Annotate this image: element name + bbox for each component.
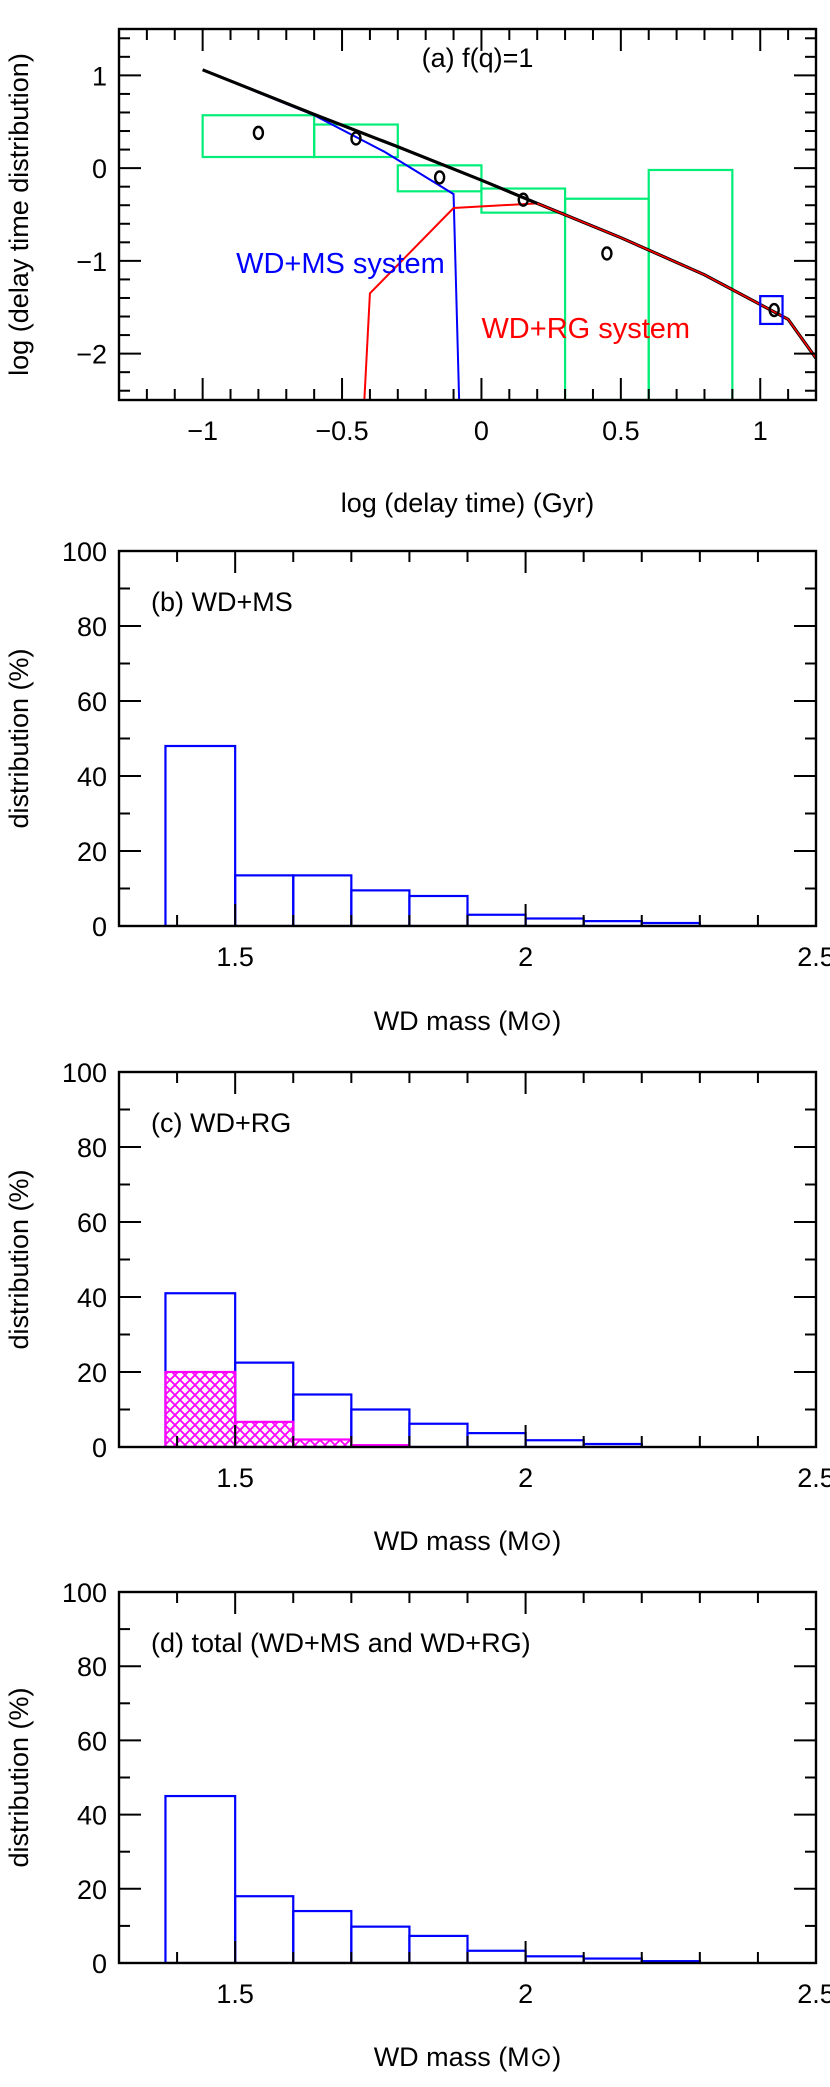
y-tick-label: −2 (76, 340, 107, 370)
x-tick-label: 0.5 (602, 416, 640, 446)
y-tick-label: 100 (62, 1058, 107, 1088)
observation-box (201, 114, 316, 159)
histogram-bar (408, 1422, 469, 1447)
observation-box (647, 168, 734, 400)
histogram-bar (234, 874, 295, 926)
y-tick-label: 0 (92, 912, 107, 942)
y-tick-label: 0 (92, 154, 107, 184)
panel-label: (d) total (WD+MS and WD+RG) (151, 1628, 531, 1658)
y-axis-label: distribution (%) (4, 1169, 34, 1349)
wd-ms-annotation: WD+MS system (236, 248, 445, 280)
panel-label: (b) WD+MS (151, 587, 293, 617)
y-axis-label: log (delay time distribution) (4, 53, 34, 376)
observation-point (601, 246, 613, 261)
y-tick-label: 60 (77, 1208, 107, 1238)
x-axis-label: WD mass (M⊙) (374, 1006, 562, 1036)
wd-rg-line-overlay (536, 202, 816, 359)
y-tick-label: 20 (77, 837, 107, 867)
x-tick-label: 1.5 (216, 1463, 254, 1493)
y-tick-label: 100 (62, 1578, 107, 1608)
observation-point (517, 192, 529, 207)
y-tick-label: 0 (92, 1433, 107, 1463)
histogram-bar (350, 889, 411, 926)
histogram-bar (292, 1909, 353, 1963)
x-tick-label: 1.5 (216, 942, 254, 972)
panel-a: WD+MS system WD+RG system −1 −0.5 0 0.5 1 1 0 −1 −… (4, 27, 818, 518)
x-tick-label: 2 (518, 942, 533, 972)
panel-d: 1.5 2 2.5 0 20 40 60 80 100 WD mass (M⊙) distribut… (4, 1578, 830, 2072)
histogram-bar (466, 1949, 527, 1963)
y-tick-label: 20 (77, 1358, 107, 1388)
observation-point (433, 170, 446, 185)
x-tick-label: 2 (518, 1979, 533, 2009)
panel-c: 1.5 2 2.5 0 20 40 60 80 100 WD mass (M⊙) distribut… (4, 1058, 830, 1556)
x-tick-label: 1.5 (216, 1979, 254, 2009)
wd-rg-line (363, 202, 816, 400)
histogram-bar (164, 1794, 237, 1963)
panel-b: 1.5 2 2.5 0 20 40 60 80 100 WD mass (M⊙) distribut… (4, 537, 830, 1036)
y-tick-label: 100 (62, 537, 107, 567)
x-tick-label: 0 (474, 416, 489, 446)
x-tick-label: 2.5 (797, 1463, 830, 1493)
observation-point (350, 131, 362, 146)
observation-point (252, 125, 265, 141)
y-tick-label: 40 (77, 1801, 107, 1831)
y-axis-label: distribution (%) (4, 1687, 34, 1867)
histogram-bar (466, 913, 527, 926)
x-tick-label: 1 (753, 416, 768, 446)
x-tick-label: 2 (518, 1463, 533, 1493)
wd-rg-annotation: WD+RG system (481, 313, 690, 345)
histogram-bar (350, 1925, 411, 1963)
hatched-bar (164, 1370, 237, 1447)
y-tick-label: 1 (92, 61, 107, 91)
y-axis-label: distribution (%) (4, 648, 34, 828)
y-tick-label: 20 (77, 1875, 107, 1905)
plot-area (164, 1292, 643, 1447)
panel-label: (c) WD+RG (151, 1108, 291, 1138)
observation-box (396, 164, 483, 193)
highlight-box (759, 295, 784, 326)
x-axis-label: WD mass (M⊙) (374, 1526, 562, 1556)
y-tick-label: 80 (77, 1652, 107, 1682)
plot-area (164, 1794, 701, 1963)
y-tick-label: 40 (77, 1283, 107, 1313)
observation-box (313, 123, 399, 159)
y-tick-label: 80 (77, 1133, 107, 1163)
histogram-bar (350, 1408, 411, 1447)
histogram-bar (408, 894, 469, 926)
x-tick-label: 2.5 (797, 942, 830, 972)
hatched-bar (234, 1420, 295, 1447)
panel-label: (a) f(q)=1 (422, 43, 534, 73)
observation-point (768, 302, 780, 318)
y-tick-label: 60 (77, 1726, 107, 1756)
x-tick-label: 2.5 (797, 1979, 830, 2009)
x-tick-label: −1 (187, 416, 218, 446)
observation-box (563, 197, 650, 400)
histogram-bar (466, 1432, 527, 1447)
y-tick-label: 80 (77, 612, 107, 642)
plot-frame (117, 27, 818, 402)
y-tick-label: 40 (77, 762, 107, 792)
histogram-bar (408, 1934, 469, 1963)
y-tick-label: 0 (92, 1949, 107, 1979)
y-tick-label: −1 (76, 247, 107, 277)
y-tick-label: 60 (77, 687, 107, 717)
histogram-bar (164, 744, 237, 926)
histogram-bar (292, 874, 353, 926)
x-axis-label: WD mass (M⊙) (374, 2042, 562, 2072)
histogram-bar (234, 1895, 295, 1963)
x-tick-label: −0.5 (315, 416, 368, 446)
x-axis-label: log (delay time) (Gyr) (341, 488, 595, 518)
plot-area (201, 68, 816, 400)
plot-area (164, 744, 701, 926)
